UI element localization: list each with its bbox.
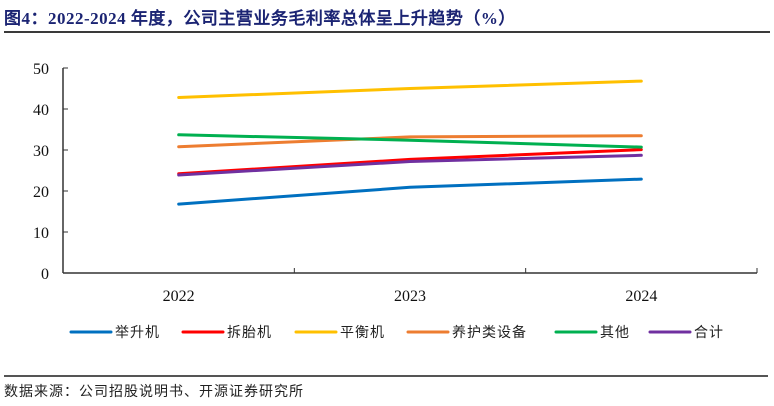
series-line-平衡机 xyxy=(177,79,643,99)
legend-item: 其他 xyxy=(554,325,630,341)
legend-item: 合计 xyxy=(648,325,724,341)
legend-item: 平衡机 xyxy=(294,325,385,341)
y-tick-label: 10 xyxy=(33,225,49,242)
legend-label: 合计 xyxy=(694,325,724,341)
axes xyxy=(62,68,757,274)
x-tick-label: 2022 xyxy=(163,288,195,305)
series-lines xyxy=(177,79,643,206)
series-line-合计 xyxy=(177,153,643,177)
legend-label: 举升机 xyxy=(115,325,160,341)
legend-item: 养护类设备 xyxy=(406,324,527,341)
x-axis-ticks: 2022 2023 2024 xyxy=(163,268,758,305)
series-line-其他 xyxy=(177,133,643,149)
y-axis-ticks: 0 10 20 30 40 50 xyxy=(33,61,68,283)
data-source: 数据来源：公司招股说明书、开源证券研究所 xyxy=(4,384,304,400)
legend-label: 平衡机 xyxy=(340,325,385,341)
legend-label: 其他 xyxy=(600,325,630,341)
series-line-举升机 xyxy=(177,177,643,206)
chart-title: 图4：2022-2024 年度，公司主营业务毛利率总体呈上升趋势（%） xyxy=(4,9,516,28)
legend-item: 举升机 xyxy=(69,325,160,341)
legend-label: 拆胎机 xyxy=(227,325,272,341)
y-tick-label: 20 xyxy=(33,184,49,201)
title-divider xyxy=(4,31,770,33)
x-tick-label: 2024 xyxy=(625,288,657,305)
y-tick-label: 0 xyxy=(41,266,49,283)
series-line-养护类设备 xyxy=(177,134,643,149)
footer-divider xyxy=(4,375,768,377)
x-tick-label: 2023 xyxy=(394,288,426,305)
legend: 举升机 拆胎机 平衡机 养护类设备 其他 合计 xyxy=(69,324,724,341)
line-chart: 0 10 20 30 40 50 2022 2023 2024 举升机 拆胎机 平衡机 养护类设备 其… xyxy=(33,61,758,341)
y-tick-label: 40 xyxy=(33,102,49,119)
y-tick-label: 50 xyxy=(33,61,49,78)
legend-label: 养护类设备 xyxy=(452,324,527,341)
legend-item: 拆胎机 xyxy=(181,325,272,341)
y-tick-label: 30 xyxy=(33,143,49,160)
